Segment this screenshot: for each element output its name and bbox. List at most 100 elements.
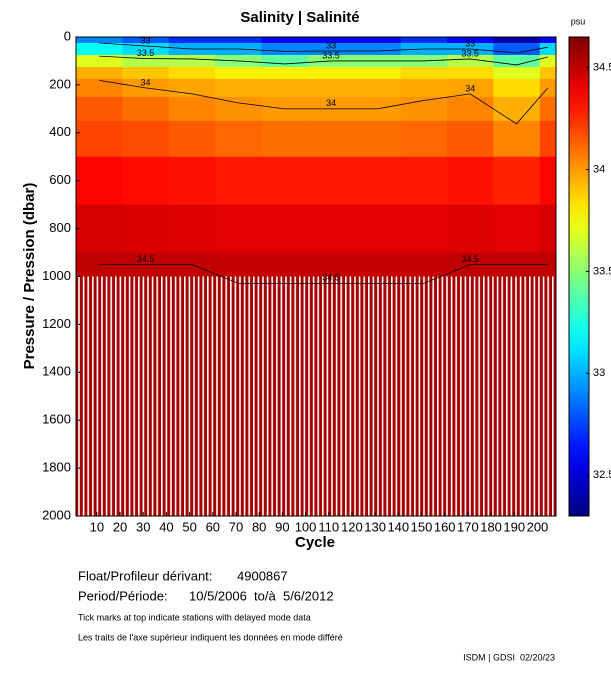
x-tick-label: 40	[159, 519, 173, 534]
heatmap-cell	[539, 96, 556, 122]
x-tick-label: 110	[318, 519, 339, 534]
heatmap-cell	[400, 66, 448, 80]
heatmap-cell	[447, 96, 494, 122]
heatmap-cell	[261, 156, 309, 206]
heatmap-cell	[447, 37, 494, 44]
sparse-data-stripes	[215, 276, 263, 516]
x-tick-label: 130	[364, 519, 386, 534]
heatmap-cell	[307, 66, 355, 80]
heatmap-cell	[76, 37, 123, 44]
heatmap-cell	[493, 66, 541, 80]
heatmap-cell	[354, 42, 402, 56]
credit: ISDM | GDSI 02/20/23	[463, 652, 555, 662]
chart-title: Salinity | Salinité	[240, 9, 359, 26]
heatmap-cell	[400, 120, 448, 158]
heatmap-cell	[400, 204, 448, 254]
y-tick-label: 1400	[42, 364, 71, 379]
contour-label: 34	[141, 77, 151, 87]
heatmap-cell	[493, 204, 541, 254]
contour-label: 34.5	[137, 254, 155, 264]
heatmap-cell	[400, 78, 448, 98]
heatmap-cell	[539, 156, 556, 206]
x-tick-label: 50	[182, 519, 196, 534]
heatmap-cell	[447, 78, 494, 98]
period: 10/5/2006 to/à 5/6/2012	[189, 588, 334, 603]
contour-line	[99, 80, 549, 125]
period-label: Period/Période:	[78, 588, 168, 603]
heatmap-cell	[122, 42, 170, 56]
sparse-data-stripes	[539, 276, 556, 516]
x-tick-label: 90	[275, 519, 289, 534]
x-tick-label: 160	[434, 519, 456, 534]
heatmap-cell	[307, 204, 355, 254]
heatmap-cell	[307, 78, 355, 98]
contour-label: 33	[465, 38, 475, 48]
sparse-data-stripes	[354, 276, 402, 516]
heatmap-cell	[215, 78, 263, 98]
y-tick-label: 1800	[42, 460, 71, 475]
contour-label: 34.5	[322, 273, 340, 283]
sparse-data-stripes	[447, 276, 494, 516]
x-tick-label: 70	[229, 519, 243, 534]
heatmap-cell	[261, 204, 309, 254]
heatmap-cell	[493, 42, 541, 56]
y-tick-label: 1000	[42, 268, 71, 283]
heatmap-cell	[215, 37, 263, 44]
heatmap-cell	[261, 42, 309, 56]
y-axis-label: Pressure / Pression (dbar)	[21, 183, 38, 370]
x-tick-label: 150	[411, 519, 433, 534]
heatmap-cell	[168, 204, 216, 254]
float-id: 4900867	[237, 568, 288, 583]
heatmap-cell	[354, 156, 402, 206]
x-tick-label: 180	[480, 519, 502, 534]
heatmap-cell	[122, 37, 170, 44]
heatmap-cell	[493, 120, 541, 158]
float-label: Float/Profileur dérivant:	[78, 568, 212, 583]
heatmap-cell	[354, 120, 402, 158]
heatmap-cell	[400, 252, 448, 277]
x-tick-label: 60	[206, 519, 220, 534]
y-tick-label: 200	[49, 76, 71, 91]
y-tick-label: 1200	[42, 316, 71, 331]
heatmap-cell	[168, 54, 216, 68]
x-tick-label: 100	[295, 519, 317, 534]
colorbar	[568, 36, 590, 517]
heatmap-cell	[168, 78, 216, 98]
y-tick-label: 400	[49, 124, 71, 139]
y-tick-label: 1600	[42, 412, 71, 427]
heatmap-cell	[400, 156, 448, 206]
heatmap-cell	[168, 66, 216, 80]
heatmap-cell	[493, 54, 541, 68]
heatmap-cell	[447, 120, 494, 158]
heatmap-cell	[122, 156, 170, 206]
heatmap-cell	[76, 156, 123, 206]
heatmap-cell	[215, 252, 263, 277]
contour-label: 33	[141, 35, 151, 45]
heatmap-cell	[539, 66, 556, 80]
x-tick-label: 200	[527, 519, 549, 534]
heatmap-cell	[539, 120, 556, 158]
heatmap-cell	[122, 204, 170, 254]
y-tick-label: 2000	[42, 507, 71, 522]
heatmap-cell	[493, 156, 541, 206]
heatmap-cell	[307, 120, 355, 158]
sparse-data-stripes	[122, 276, 170, 516]
heatmap-cell	[493, 78, 541, 98]
x-tick-label: 190	[503, 519, 525, 534]
heatmap-cell	[122, 66, 170, 80]
heatmap-cell	[307, 37, 355, 44]
heatmap-cell	[447, 54, 494, 68]
y-tick-label: 800	[49, 220, 71, 235]
heatmap-cell	[215, 96, 263, 122]
heatmap-cell	[400, 37, 448, 44]
heatmap-cell	[539, 37, 556, 44]
sparse-data-stripes	[400, 276, 448, 516]
heatmap-cell	[215, 66, 263, 80]
contour-label: 34	[465, 83, 475, 93]
heatmap-cell	[76, 78, 123, 98]
heatmap-cell	[447, 66, 494, 80]
colorbar-tick-label: 34	[593, 163, 605, 175]
heatmap-cell	[76, 54, 123, 68]
heatmap-cell	[168, 96, 216, 122]
